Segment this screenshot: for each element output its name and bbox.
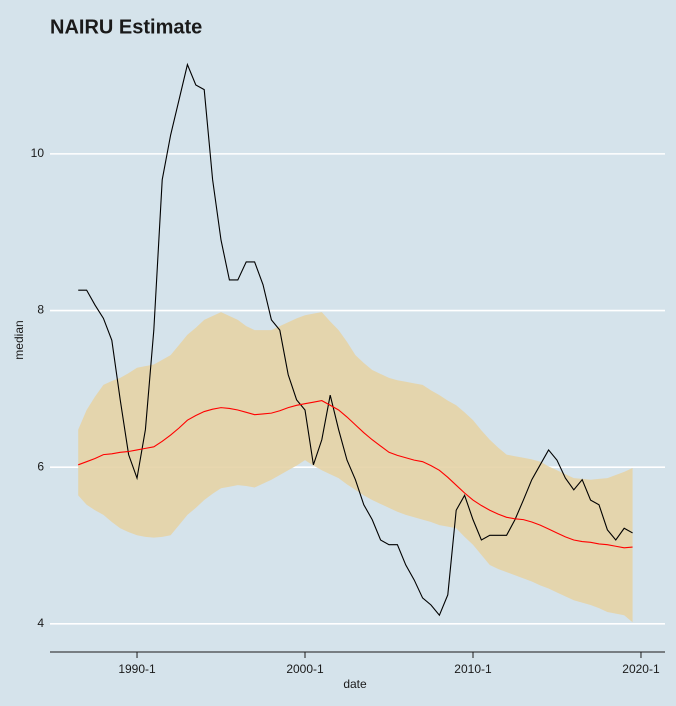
x-tick-label: 1990-1 <box>118 662 156 676</box>
series-line <box>78 400 633 549</box>
series-line <box>78 62 633 617</box>
chart-title: NAIRU Estimate <box>50 16 202 38</box>
x-tick-label: 2010-1 <box>454 662 492 676</box>
x-axis-label: date <box>343 677 367 691</box>
confidence-band <box>78 312 633 623</box>
y-tick-label: 6 <box>37 459 44 473</box>
y-tick-label: 10 <box>31 146 45 160</box>
y-tick-label: 4 <box>37 616 44 630</box>
y-axis-label: median <box>12 320 26 359</box>
x-tick-label: 2020-1 <box>622 662 660 676</box>
y-tick-label: 8 <box>37 303 44 317</box>
x-tick-label: 2000-1 <box>286 662 324 676</box>
